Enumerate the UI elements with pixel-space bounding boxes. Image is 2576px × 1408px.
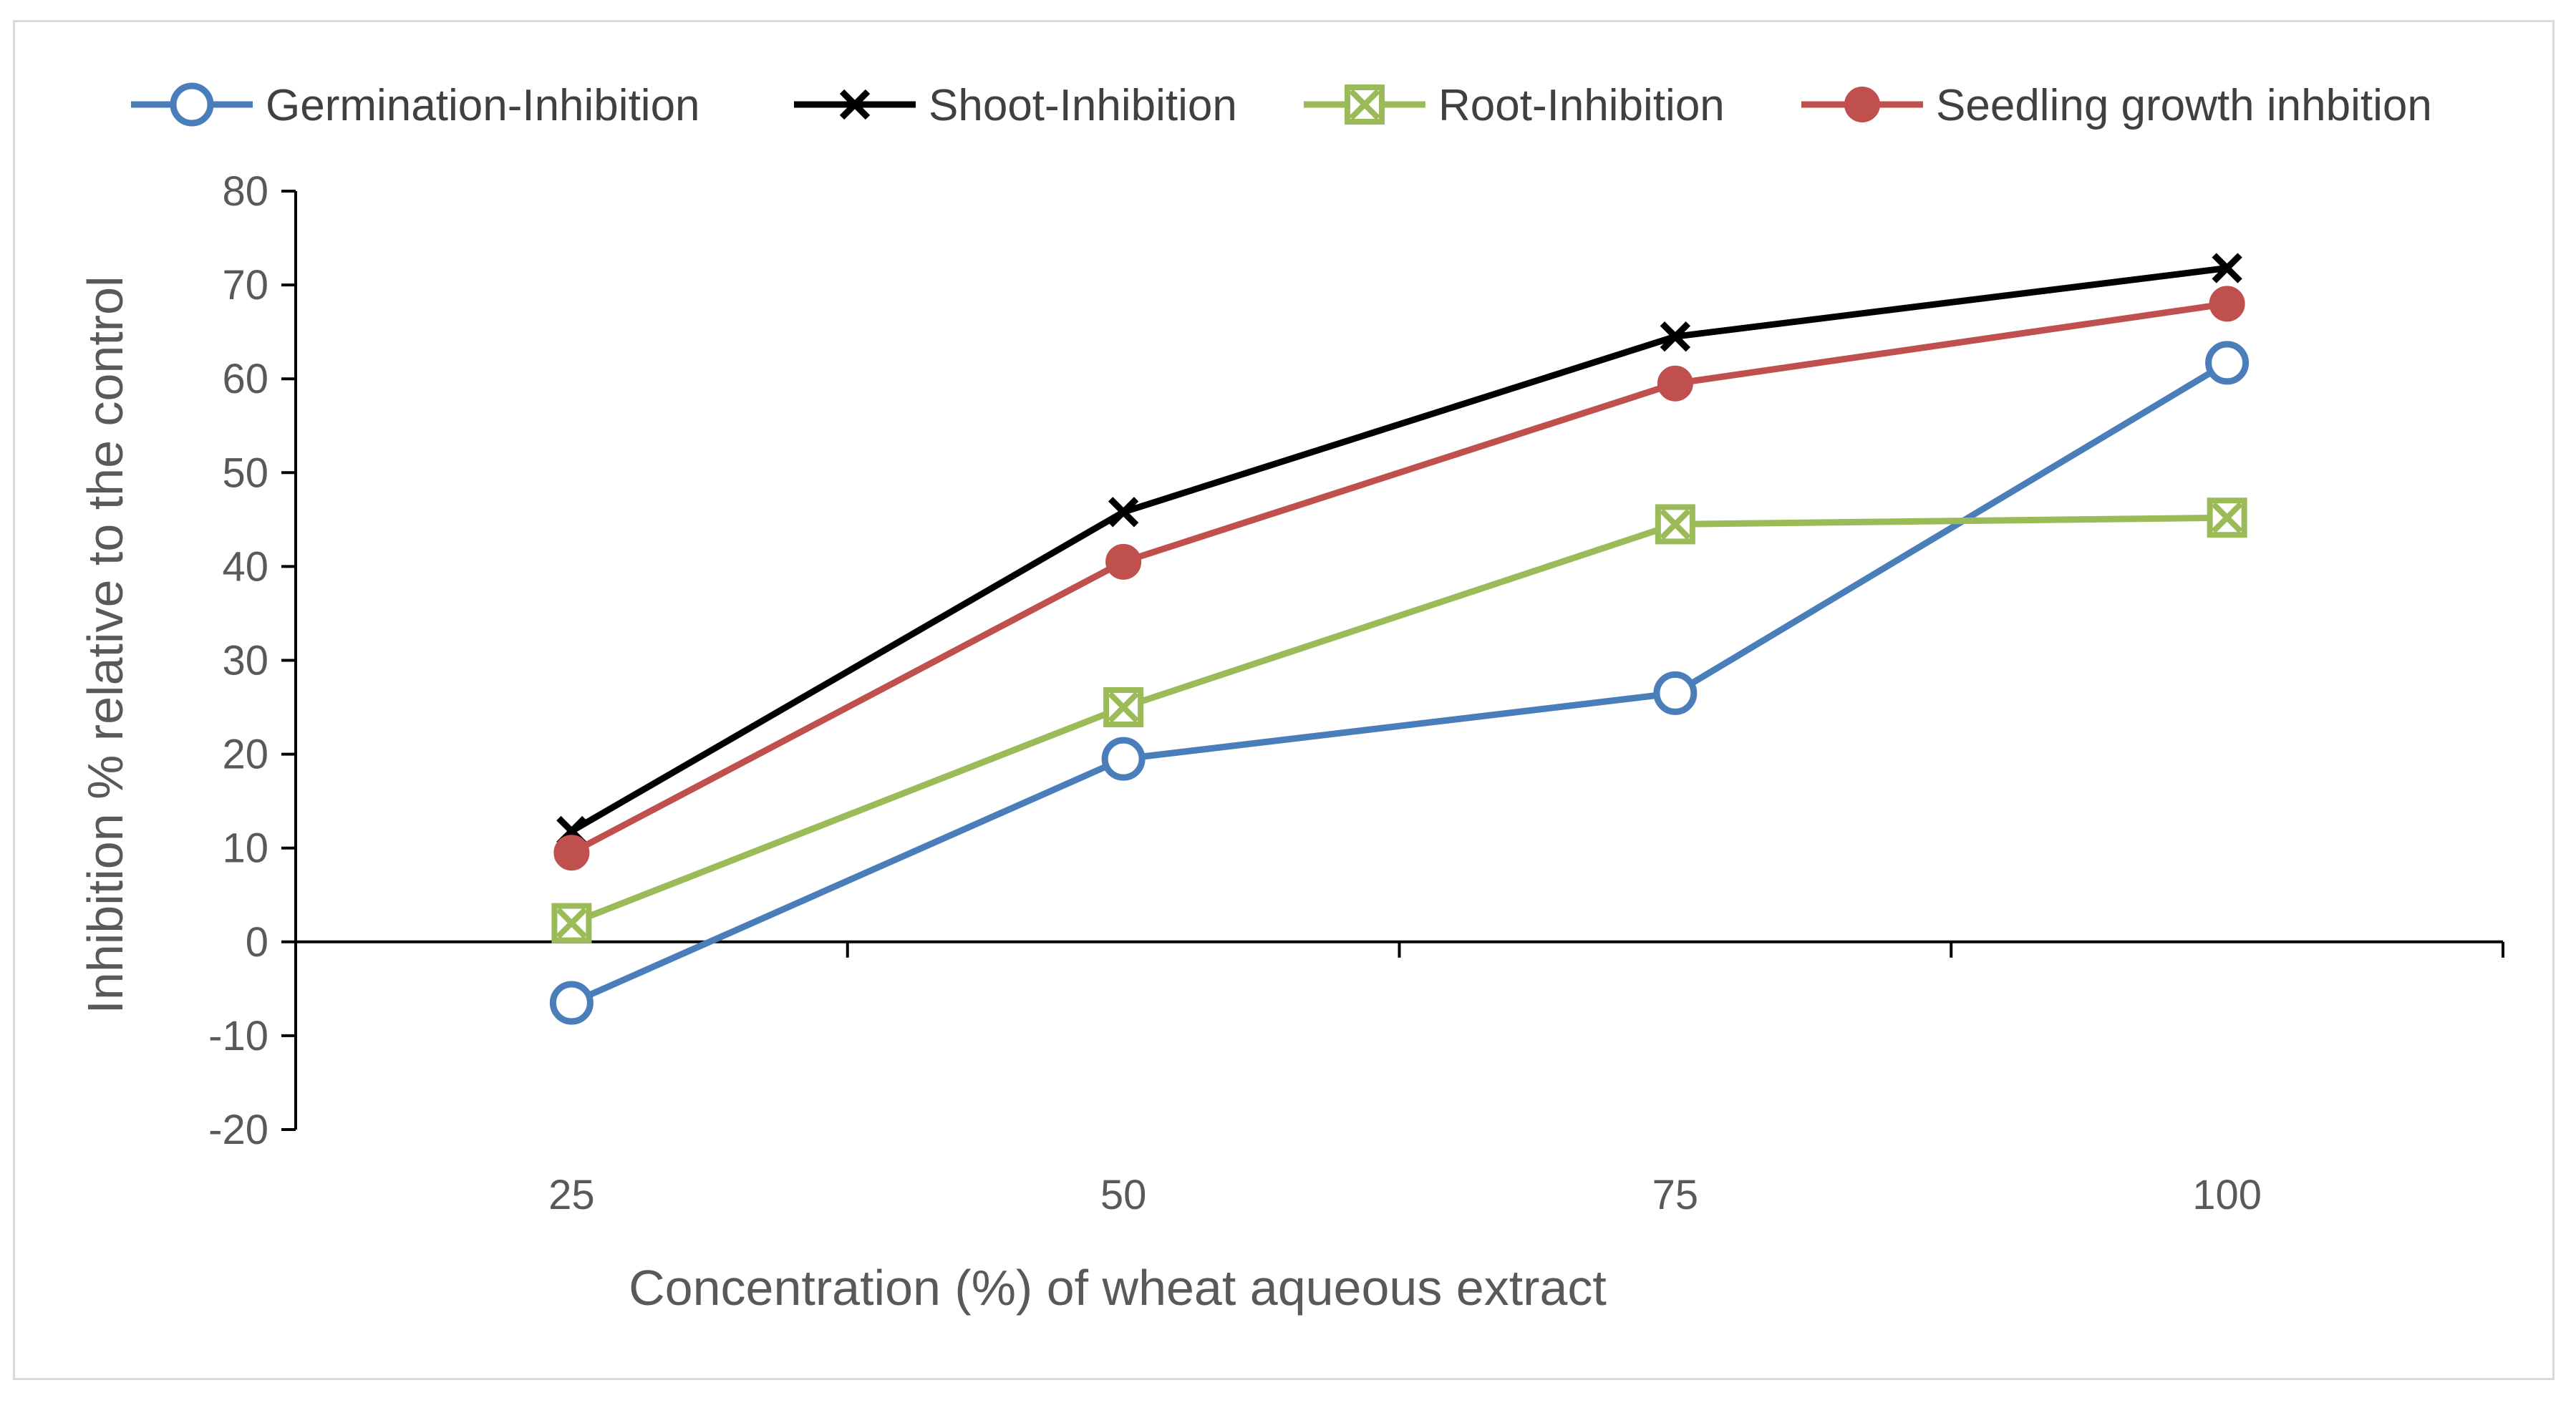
- series-line-seedling-growth-inhbition: [570, 300, 2228, 856]
- legend-item-shoot-inhibition: Shoot-Inhibition: [794, 81, 1237, 130]
- series-line-germination-inhibition: [570, 360, 2229, 1006]
- data-point-germination-inhibition-75: [1653, 671, 1698, 715]
- legend: Germination-Inhibition Shoot-Inhibition Ro…: [131, 81, 2432, 130]
- x-tick-label: 100: [2192, 1172, 2262, 1218]
- y-tick-label: 30: [222, 638, 268, 684]
- legend-marker: [839, 89, 871, 120]
- data-point-shoot-inhibition-100: [2212, 253, 2242, 283]
- legend-item-seedling-growth-inhbition: Seedling growth inhbition: [1801, 81, 2432, 130]
- legend-item-root-inhibition: Root-Inhibition: [1304, 81, 1725, 130]
- legend-item-germination-inhibition: Germination-Inhibition: [131, 81, 700, 130]
- series-seedling-growth-inhbition: [553, 286, 2245, 871]
- y-tick-label: 40: [222, 543, 268, 590]
- y-tick-label: 80: [222, 168, 268, 215]
- legend-marker: [1844, 87, 1880, 122]
- x-tick-label: 75: [1652, 1172, 1699, 1218]
- data-point-root-inhibition-75: [1655, 504, 1695, 545]
- legend-label: Shoot-Inhibition: [929, 81, 1237, 130]
- legend-label: Root-Inhibition: [1438, 81, 1725, 130]
- series-germination-inhibition: [549, 341, 2250, 1025]
- legend-marker: [1345, 84, 1385, 125]
- data-point-root-inhibition-100: [2207, 497, 2247, 538]
- y-tick-label: 20: [222, 732, 268, 778]
- data-point-shoot-inhibition-50: [1108, 497, 1139, 528]
- y-tick-label: 50: [222, 450, 268, 496]
- y-tick-label: 60: [222, 356, 268, 402]
- y-tick-label: 0: [246, 919, 268, 966]
- y-tick-label: 10: [222, 825, 268, 872]
- y-tick-label: 70: [222, 262, 268, 309]
- data-point-shoot-inhibition-75: [1660, 321, 1691, 352]
- chart-frame: Germination-Inhibition Shoot-Inhibition Ro…: [13, 20, 2555, 1380]
- data-point-germination-inhibition-100: [2205, 341, 2250, 385]
- data-point-root-inhibition-25: [551, 903, 592, 943]
- legend-label: Germination-Inhibition: [266, 81, 700, 130]
- y-axis-title: Inhibition % relative to the control: [77, 276, 133, 1014]
- x-tick-label: 50: [1100, 1172, 1147, 1218]
- series-group: [549, 253, 2250, 1025]
- series-root-inhibition: [551, 497, 2247, 943]
- series-shoot-inhibition: [556, 253, 2242, 847]
- axes: -20 -10 0 10 20 30 40 50 60 70 80 25 50 75 100: [208, 168, 2504, 1218]
- series-line-root-inhibition: [570, 514, 2227, 926]
- x-tick-label: 25: [548, 1172, 595, 1218]
- data-point-seedling-growth-inhbition-25: [553, 835, 590, 871]
- data-point-seedling-growth-inhbition-75: [1657, 365, 1693, 402]
- y-tick-label: -20: [208, 1107, 268, 1153]
- data-point-seedling-growth-inhbition-100: [2209, 286, 2245, 322]
- y-tick-label: -10: [208, 1013, 268, 1059]
- x-axis-title: Concentration (%) of wheat aqueous extra…: [629, 1260, 1607, 1316]
- data-point-seedling-growth-inhbition-50: [1105, 543, 1142, 580]
- chart-svg: Germination-Inhibition Shoot-Inhibition Ro…: [77, 81, 2504, 1316]
- data-point-germination-inhibition-50: [1101, 737, 1146, 781]
- data-point-root-inhibition-50: [1103, 687, 1144, 728]
- data-point-germination-inhibition-25: [549, 981, 594, 1025]
- legend-label: Seedling growth inhbition: [1936, 81, 2432, 130]
- legend-marker: [170, 82, 214, 127]
- series-line-shoot-inhibition: [570, 265, 2228, 834]
